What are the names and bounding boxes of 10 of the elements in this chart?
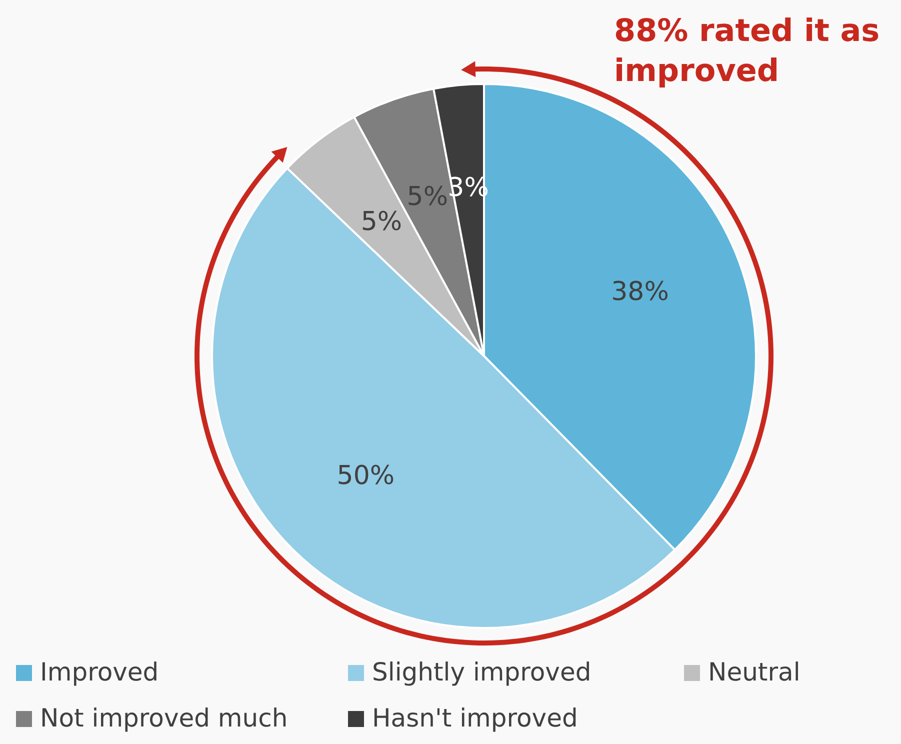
legend-label: Slightly improved — [372, 658, 592, 686]
legend-label: Hasn't improved — [372, 704, 578, 732]
legend-label: Not improved much — [40, 704, 288, 732]
text: 88% rated it as improved — [614, 13, 880, 89]
data-label: 38% — [611, 277, 669, 308]
legend-label: Neutral — [708, 658, 800, 686]
legend-label: Improved — [40, 658, 159, 686]
data-label: 5% — [360, 207, 402, 238]
data-label: 50% — [336, 461, 395, 492]
data-label: 5% — [406, 182, 448, 212]
